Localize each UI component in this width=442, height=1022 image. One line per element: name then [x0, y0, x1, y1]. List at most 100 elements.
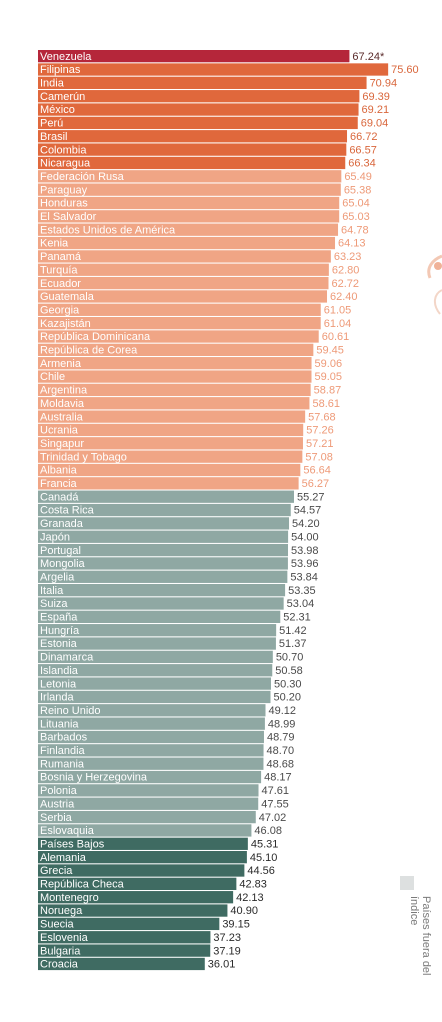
bar: [38, 76, 367, 89]
category-label: Finlandia: [40, 745, 86, 757]
legend: Países fuera del índice: [396, 876, 436, 986]
category-label: Portugal: [40, 545, 81, 557]
value-label: 50.20: [274, 692, 302, 704]
value-label: 66.57: [349, 144, 377, 156]
category-label: Suecia: [40, 919, 75, 931]
category-label: India: [40, 78, 65, 90]
value-label: 40.90: [230, 905, 258, 917]
category-label: Filipinas: [40, 64, 81, 76]
value-label: 58.61: [312, 398, 340, 410]
value-label: 75.60: [391, 64, 419, 76]
category-label: Rumania: [40, 758, 85, 770]
category-label: España: [40, 612, 78, 624]
category-label: República Dominicana: [40, 331, 151, 343]
bar: [38, 303, 321, 316]
value-label: 48.17: [264, 772, 292, 784]
value-label: 66.34: [348, 158, 376, 170]
bar: [38, 450, 303, 463]
value-label: 44.56: [247, 865, 275, 877]
value-label: 50.70: [276, 652, 304, 664]
value-label: 59.45: [316, 345, 344, 357]
category-label: Islandia: [40, 665, 79, 677]
bar: [38, 677, 271, 690]
category-label: Camerún: [40, 91, 85, 103]
bar: [38, 50, 350, 63]
value-label: 65.49: [344, 171, 372, 183]
bar: [38, 584, 286, 597]
bar: [38, 904, 228, 917]
value-label: 57.08: [305, 451, 333, 463]
category-label: Ucrania: [40, 425, 79, 437]
category-label: Argentina: [40, 385, 88, 397]
category-label: Kenia: [40, 238, 69, 250]
category-label: Suiza: [40, 598, 68, 610]
bar: [38, 530, 289, 543]
bar: [38, 423, 304, 437]
value-label: 64.78: [341, 224, 369, 236]
category-label: Venezuela: [40, 51, 92, 63]
category-label: Reino Unido: [40, 705, 101, 717]
value-label: 51.37: [279, 638, 307, 650]
bar: [38, 463, 301, 477]
category-label: Guatemala: [40, 291, 95, 303]
value-label: 48.68: [266, 758, 294, 770]
value-label: 62.80: [332, 264, 360, 276]
value-label: 42.13: [236, 892, 264, 904]
category-label: Armenia: [40, 358, 82, 370]
value-label: 45.31: [251, 838, 279, 850]
category-label: Países Bajos: [40, 838, 105, 850]
bar: [38, 183, 341, 196]
bar: [38, 357, 312, 370]
bar: [38, 730, 264, 744]
value-label: 54.57: [294, 505, 322, 517]
category-label: Nicaragua: [40, 158, 91, 170]
value-label: 49.12: [269, 705, 297, 717]
bar: [38, 770, 262, 784]
bar: [38, 543, 289, 557]
category-label: Perú: [40, 118, 63, 130]
category-label: Bosnia y Herzegovina: [40, 772, 148, 784]
value-label: 59.05: [314, 371, 342, 383]
value-label: 59.06: [315, 358, 343, 370]
value-label: 50.30: [274, 678, 302, 690]
category-label: Mongolia: [40, 558, 86, 570]
bar: [38, 877, 237, 890]
bar: [38, 116, 358, 130]
bar: [38, 810, 256, 824]
bar: [38, 824, 252, 837]
category-label: Polonia: [40, 785, 78, 797]
bar: [38, 103, 359, 116]
category-label: Trinidad y Tobago: [40, 451, 127, 463]
category-label: República de Corea: [40, 345, 138, 357]
bars-group: [38, 50, 389, 971]
value-label: 47.55: [261, 798, 289, 810]
value-label: 37.19: [213, 945, 241, 957]
bar: [38, 784, 259, 797]
bar: [38, 490, 294, 503]
bar: [38, 690, 271, 704]
bar: [38, 397, 310, 410]
bar: [38, 210, 340, 223]
category-label: Lituania: [40, 718, 79, 730]
value-label: 62.40: [330, 291, 358, 303]
value-label: 60.61: [322, 331, 350, 343]
bar: [38, 410, 306, 423]
value-label: 57.26: [306, 425, 334, 437]
value-label: 53.04: [287, 598, 315, 610]
value-label: 48.79: [267, 732, 295, 744]
category-label: Grecia: [40, 865, 73, 877]
value-label: 69.39: [362, 91, 390, 103]
bar: [38, 704, 266, 717]
category-label: Moldavia: [40, 398, 85, 410]
value-label: 47.61: [262, 785, 290, 797]
legend-label: Países fuera del índice: [408, 896, 432, 976]
value-label: 48.70: [267, 745, 295, 757]
bar: [38, 276, 329, 290]
value-label: 65.03: [342, 211, 370, 223]
bar: [38, 717, 265, 730]
bar: [38, 557, 288, 570]
category-label: Italia: [40, 585, 64, 597]
bar: [38, 597, 284, 610]
bar: [38, 223, 339, 236]
category-label: Chile: [40, 371, 65, 383]
